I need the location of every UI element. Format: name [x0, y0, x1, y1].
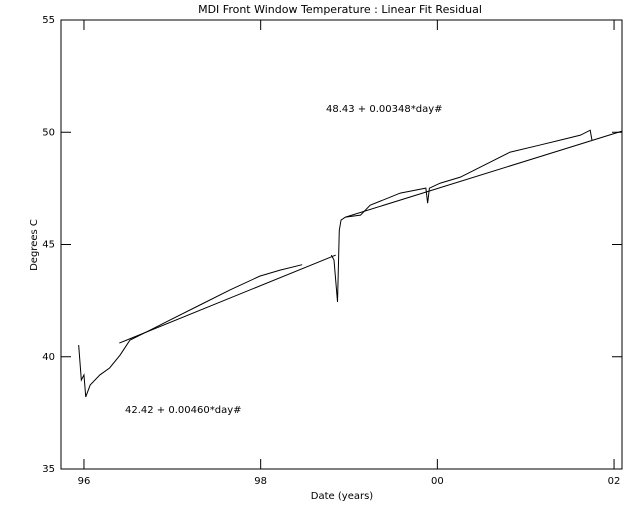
y-tick-label: 45	[42, 240, 55, 251]
y-tick-label: 40	[42, 352, 55, 363]
y-tick-label: 35	[42, 464, 55, 475]
x-tick-label: 98	[254, 476, 267, 487]
data-line	[345, 130, 623, 218]
chart-title: MDI Front Window Temperature : Linear Fi…	[198, 3, 482, 16]
annotation: 48.43 + 0.00348*day#	[326, 104, 443, 115]
annotation: 42.42 + 0.00460*day#	[125, 405, 242, 416]
x-tick-label: 00	[431, 476, 444, 487]
x-tick-label: 02	[608, 476, 621, 487]
data-line	[78, 129, 593, 398]
y-tick-label: 55	[42, 15, 55, 26]
y-axis-label: Degrees C	[29, 219, 40, 271]
x-axis-label: Date (years)	[311, 491, 374, 502]
y-tick-label: 50	[42, 127, 55, 138]
x-tick-label: 96	[78, 476, 91, 487]
data-line	[119, 254, 336, 344]
